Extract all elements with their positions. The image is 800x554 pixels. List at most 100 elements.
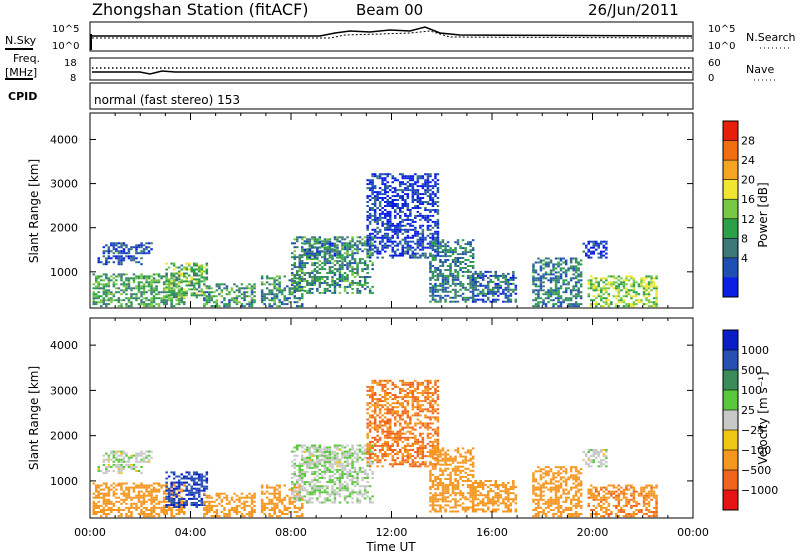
power-cell-r8 bbox=[396, 189, 399, 192]
power-cell-r8 bbox=[389, 216, 392, 219]
power-cell-r8 bbox=[366, 197, 369, 199]
power-cell-r0 bbox=[132, 297, 136, 300]
power-cell-r13 bbox=[592, 289, 595, 292]
velocity-cell-r2 bbox=[107, 458, 111, 461]
power-cell-r6 bbox=[333, 274, 337, 276]
power-cell-r1 bbox=[120, 263, 123, 266]
power-cell-r5 bbox=[260, 281, 264, 284]
velocity-cell-r0 bbox=[170, 511, 173, 513]
velocity-cell-r8 bbox=[381, 379, 384, 382]
velocity-cell-r2 bbox=[117, 450, 121, 453]
power-cell-r6 bbox=[368, 254, 372, 257]
velocity-cell-r0 bbox=[142, 511, 146, 513]
power-cell-r4 bbox=[220, 283, 224, 286]
velocity-cell-r4 bbox=[220, 504, 224, 507]
power-cell-r6 bbox=[298, 289, 301, 292]
power-cell-r6 bbox=[331, 282, 334, 284]
power-cell-r6 bbox=[348, 266, 352, 269]
velocity-cell-r0 bbox=[170, 509, 173, 511]
power-cell-r3 bbox=[190, 292, 193, 295]
power-cell-r3 bbox=[203, 284, 206, 287]
power-cell-r13 bbox=[645, 275, 648, 278]
velocity-cell-r6 bbox=[363, 456, 367, 459]
power-cell-r6 bbox=[311, 276, 314, 278]
power-cell-r11 bbox=[557, 261, 560, 264]
power-cell-r5 bbox=[278, 285, 281, 288]
velocity-cell-r4 bbox=[230, 506, 234, 509]
power-cell-r11 bbox=[547, 263, 550, 266]
power-cell-r4 bbox=[235, 301, 239, 304]
velocity-cell-r0 bbox=[92, 511, 95, 513]
velocity-cell-r3 bbox=[193, 477, 196, 480]
power-cell-r8 bbox=[426, 203, 430, 205]
velocity-cell-r0 bbox=[140, 486, 143, 489]
power-cell-r11 bbox=[564, 269, 568, 272]
velocity-cell-r8 bbox=[386, 453, 389, 456]
power-cell-r0 bbox=[107, 289, 111, 292]
power-cell-r10 bbox=[514, 284, 518, 287]
velocity-cell-r0 bbox=[150, 513, 153, 515]
velocity-cell-r3 bbox=[190, 504, 193, 506]
power-cell-r13 bbox=[632, 301, 636, 304]
velocity-cell-r8 bbox=[376, 406, 379, 409]
velocity-cell-r0 bbox=[180, 502, 183, 505]
power-cell-r8 bbox=[414, 183, 417, 186]
power-cell-r9 bbox=[431, 274, 435, 277]
velocity-cell-r8 bbox=[376, 404, 379, 407]
power-cell-r8 bbox=[394, 187, 397, 190]
power-cell-r8 bbox=[366, 216, 369, 219]
power-cell-r11 bbox=[562, 283, 565, 286]
power-cell-r11 bbox=[564, 279, 568, 282]
velocity-cell-r5 bbox=[301, 513, 304, 515]
velocity-cell-r1 bbox=[105, 472, 108, 475]
power-cell-r13 bbox=[605, 297, 608, 300]
velocity-cell-r3 bbox=[190, 487, 193, 490]
velocity-cell-r0 bbox=[157, 500, 161, 503]
velocity-cell-r0 bbox=[157, 490, 161, 493]
power-cell-r10 bbox=[514, 286, 518, 289]
power-cell-r9 bbox=[429, 278, 432, 281]
velocity-cell-r0 bbox=[147, 513, 151, 515]
power-cell-r0 bbox=[177, 299, 181, 302]
power-cell-r11 bbox=[574, 265, 578, 268]
power-cell-r6 bbox=[343, 280, 347, 282]
power-cell-r2 bbox=[122, 252, 126, 255]
power-cell-r0 bbox=[135, 285, 138, 288]
velocity-cell-r2 bbox=[120, 454, 123, 457]
power-cell-r8 bbox=[389, 205, 392, 207]
power-cell-r5 bbox=[301, 289, 304, 292]
power-cell-r9 bbox=[431, 249, 435, 252]
power-cell-r3 bbox=[200, 264, 204, 267]
power-cell-r9 bbox=[464, 288, 467, 291]
power-cell-r5 bbox=[270, 297, 274, 300]
velocity-cell-r3 bbox=[165, 471, 168, 474]
power-cell-r9 bbox=[434, 294, 437, 297]
power-cell-r8 bbox=[376, 175, 379, 178]
velocity-cell-r6 bbox=[361, 485, 364, 488]
power-cell-r4 bbox=[225, 293, 229, 296]
power-cell-r10 bbox=[499, 292, 502, 295]
velocity-cell-r5 bbox=[273, 504, 276, 507]
velocity-cell-r6 bbox=[343, 466, 347, 469]
power-cell-r8 bbox=[394, 230, 397, 233]
velocity-cell-r0 bbox=[102, 498, 106, 501]
velocity-cell-r4 bbox=[218, 515, 221, 518]
power-cell-r0 bbox=[177, 303, 181, 306]
power-cell-r11 bbox=[534, 297, 538, 300]
velocity-cell-r6 bbox=[338, 475, 342, 477]
velocity-cell-r0 bbox=[135, 506, 138, 509]
power-cell-r0 bbox=[132, 287, 136, 290]
velocity-cell-r6 bbox=[371, 501, 374, 504]
power-cell-r0 bbox=[150, 305, 153, 308]
velocity-cell-r0 bbox=[130, 515, 133, 518]
velocity-cell-r6 bbox=[351, 462, 354, 465]
power-cell-r9 bbox=[434, 298, 437, 301]
velocity-cell-r3 bbox=[183, 504, 186, 506]
velocity-cell-r8 bbox=[368, 424, 372, 427]
power-cell-r0 bbox=[140, 303, 143, 306]
velocity-cell-r7 bbox=[333, 461, 337, 464]
velocity-cell-r5 bbox=[301, 498, 304, 501]
power-cell-r13 bbox=[652, 281, 656, 284]
velocity-cell-r3 bbox=[190, 479, 193, 482]
power-cell-r11 bbox=[552, 265, 555, 268]
